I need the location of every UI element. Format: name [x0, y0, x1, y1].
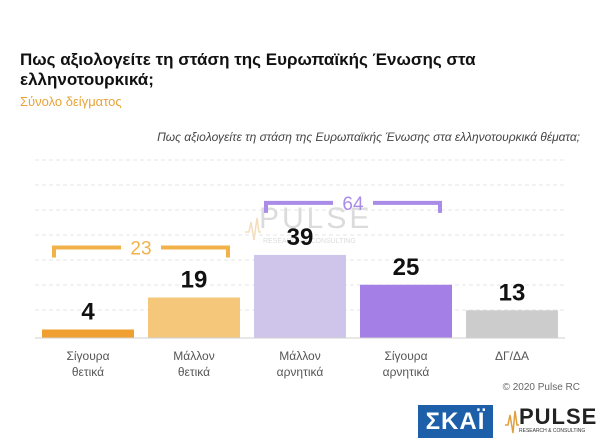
survey-question: Πως αξιολογείτε τη στάση της Ευρωπαϊκής … [157, 130, 580, 144]
bar [148, 297, 240, 338]
bracket-total-label: 64 [342, 194, 364, 215]
category-label: Σίγουρα [384, 349, 427, 363]
watermark-word: PULSE [259, 202, 373, 235]
category-label: αρνητικά [383, 365, 430, 379]
bracket-line [373, 200, 442, 213]
data-label: 25 [393, 254, 420, 281]
category-label: θετικά [72, 365, 104, 379]
bracket-line [52, 245, 121, 258]
category-label: ΔΓ/ΔΑ [495, 349, 529, 363]
data-label: 39 [287, 224, 314, 251]
copyright-text: © 2020 Pulse RC [502, 382, 580, 393]
category-label: θετικά [178, 365, 210, 379]
bar [466, 310, 558, 338]
data-label: 13 [499, 279, 526, 306]
bar [254, 254, 346, 338]
chart-subtitle: Σύνολο δείγματος [20, 94, 122, 109]
pulse-wave-icon [505, 410, 519, 434]
data-label: 19 [181, 267, 208, 294]
pulse-logo-word: PULSE [519, 404, 598, 429]
bracket-line [264, 200, 333, 213]
bar [42, 329, 134, 338]
category-label: αρνητικά [277, 365, 324, 379]
pulse-watermark: PULSE RESEARCH & CONSULTING [245, 202, 375, 252]
category-label: Σίγουρα [66, 349, 109, 363]
skai-logo: ΣΚΑΪ [418, 405, 493, 438]
watermark-subtitle: RESEARCH & CONSULTING [263, 238, 356, 245]
bracket-line [161, 245, 230, 258]
pulse-logo: PULSE RESEARCH & CONSULTING [505, 404, 598, 438]
chart-title: Πως αξιολογείτε τη στάση της Ευρωπαϊκής … [20, 50, 476, 89]
pulse-logo-subtitle: RESEARCH & CONSULTING [519, 428, 586, 434]
bar [360, 284, 452, 338]
pulse-wave-icon [245, 217, 261, 241]
data-label: 4 [81, 298, 95, 325]
bracket-total-label: 23 [130, 239, 151, 260]
category-label: Μάλλον [279, 349, 320, 363]
category-label: Μάλλον [173, 349, 214, 363]
